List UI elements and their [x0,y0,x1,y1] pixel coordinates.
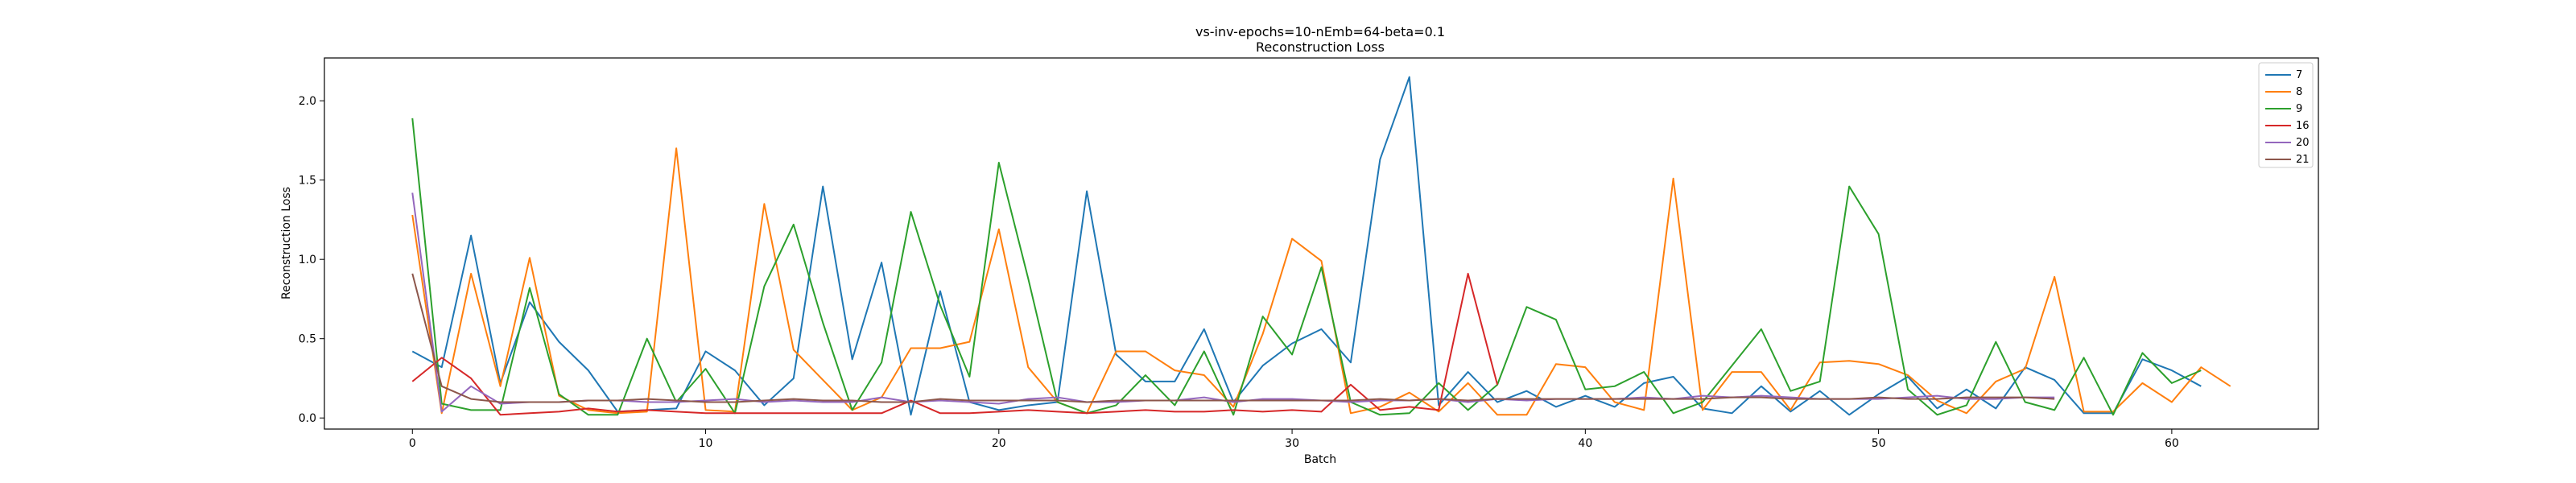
legend-label-7: 7 [2296,69,2302,81]
y-tick-label: 1.0 [299,254,316,266]
legend-frame [2258,62,2314,168]
y-tick-label: 0.0 [299,412,316,425]
x-tick-label: 60 [2165,437,2179,450]
legend-label-16: 16 [2296,120,2310,132]
y-tick-label: 1.5 [299,175,316,188]
legend: 7 8 9 16 20 21 [2258,62,2314,168]
y-axis-label: Reconstruction Loss [280,187,293,299]
legend-label-21: 21 [2296,154,2310,166]
y-tick-label: 2.0 [299,95,316,108]
y-axis-ticks: 0.0 0.5 1.0 1.5 2.0 [299,95,324,425]
chart-title: vs-inv-epochs=10-nEmb=64-beta=0.1 [1195,24,1445,39]
x-axis-label: Batch [1304,453,1336,466]
series-line-7 [411,76,2202,416]
x-tick-label: 30 [1285,437,1299,450]
x-tick-label: 10 [699,437,713,450]
x-axis-ticks: 0 10 20 30 40 50 60 [409,429,2179,450]
x-tick-label: 20 [992,437,1006,450]
series-line-8 [411,147,2231,416]
plot-frame [324,57,2319,430]
legend-label-9: 9 [2296,103,2302,115]
x-tick-label: 0 [409,437,416,450]
chart-subtitle: Reconstruction Loss [1256,39,1385,55]
plot-lines [411,76,2231,416]
series-line-9 [411,118,2202,416]
y-tick-label: 0.5 [299,333,316,346]
legend-label-8: 8 [2296,86,2302,98]
x-tick-label: 40 [1578,437,1592,450]
series-line-21 [411,273,2055,403]
legend-label-20: 20 [2296,137,2310,149]
x-tick-label: 50 [1872,437,1886,450]
series-line-16 [411,272,1499,416]
